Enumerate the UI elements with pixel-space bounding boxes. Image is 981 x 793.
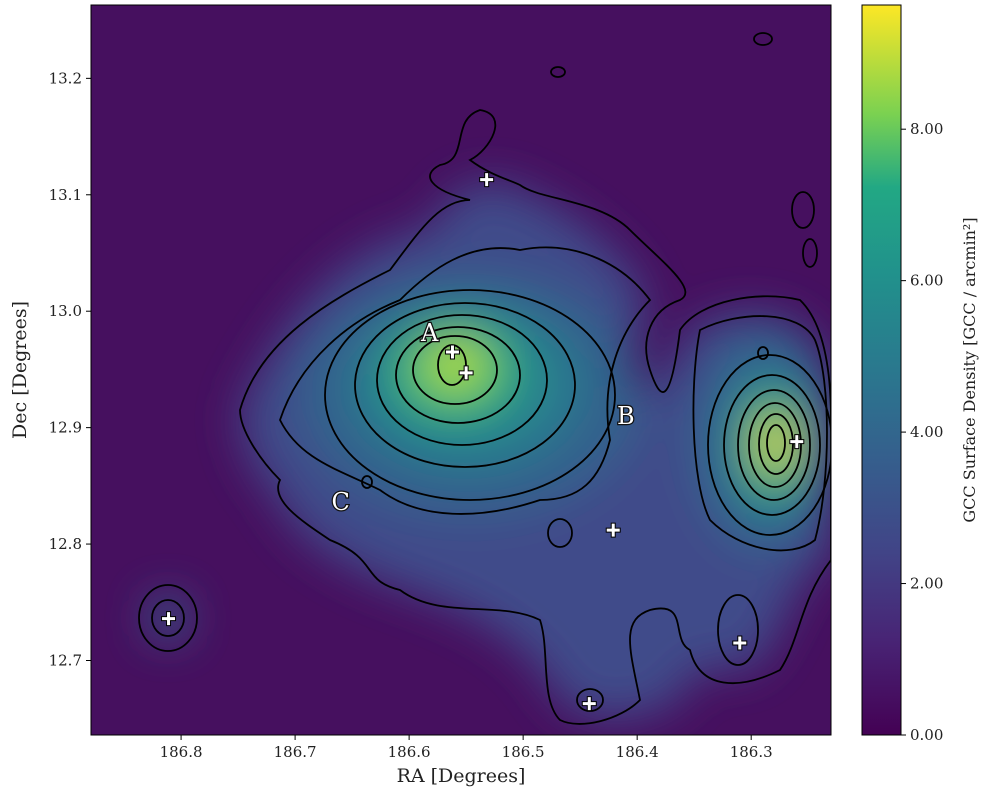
- x-axis-label: RA [Degrees]: [397, 765, 526, 787]
- x-tick-label: 186.8: [160, 743, 203, 761]
- y-axis-label: Dec [Degrees]: [9, 301, 31, 439]
- x-tick-label: 186.5: [502, 743, 545, 761]
- x-tick-label: 186.7: [274, 743, 317, 761]
- colorbar-tick-label: 2.00: [910, 575, 943, 593]
- marker: [732, 635, 748, 651]
- marker: [444, 344, 460, 360]
- colorbar-tick-label: 0.00: [910, 726, 943, 744]
- marker: [458, 365, 474, 381]
- marker: [605, 522, 621, 538]
- density-field: [91, 5, 831, 735]
- y-tick-label: 12.8: [49, 535, 82, 553]
- y-tick-label: 13.1: [49, 186, 82, 204]
- colorbar-tick-label: 4.00: [910, 423, 943, 441]
- plot-frame: [90, 4, 832, 736]
- colorbar-label: GCC Surface Density [GCC / arcmin²]: [960, 217, 979, 522]
- y-tick-label: 13.2: [49, 69, 82, 87]
- x-tick-label: 186.4: [616, 743, 659, 761]
- x-tick-label: 186.3: [730, 743, 773, 761]
- annotation: B: [617, 402, 635, 430]
- colorbar-tick-label: 8.00: [910, 120, 943, 138]
- colorbar: [861, 4, 902, 736]
- y-tick-label: 12.9: [49, 419, 82, 437]
- colorbar-tick-label: 6.00: [910, 272, 943, 290]
- y-tick-label: 13.0: [49, 302, 82, 320]
- y-tick-label: 12.7: [49, 651, 82, 669]
- marker: [479, 172, 495, 188]
- marker: [581, 696, 597, 712]
- marker: [161, 611, 177, 627]
- annotation: A: [420, 319, 439, 347]
- x-tick-label: 186.6: [388, 743, 431, 761]
- marker: [789, 434, 805, 450]
- annotation: C: [332, 488, 350, 516]
